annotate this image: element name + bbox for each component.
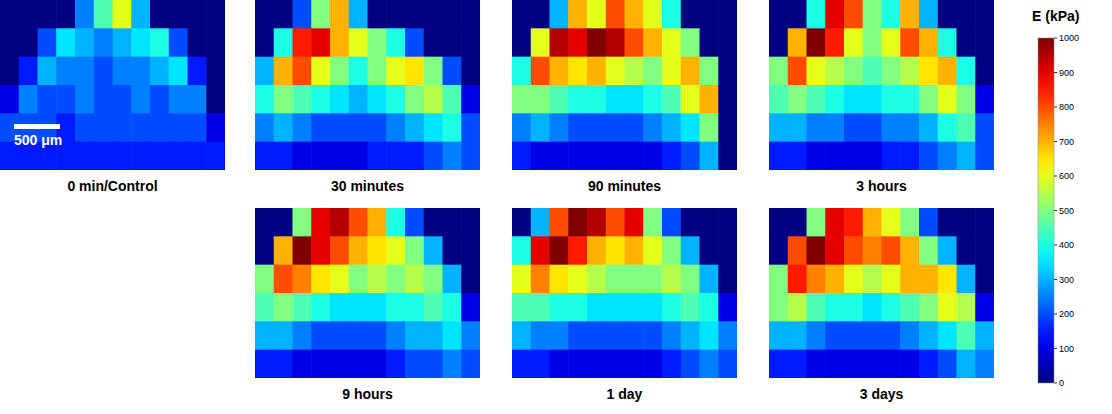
svg-text:900: 900: [1059, 68, 1074, 78]
html-text:9 hours: 9 hours: [342, 386, 393, 402]
svg-text:700: 700: [1059, 137, 1074, 147]
svg-text:400: 400: [1059, 240, 1074, 250]
html-text:1 day: 1 day: [606, 386, 643, 402]
svg-text:1000: 1000: [1059, 33, 1079, 43]
html-text:90 minutes: 90 minutes: [587, 178, 662, 194]
svg-text:600: 600: [1059, 171, 1074, 181]
html-text:500 μm: 500 μm: [14, 132, 63, 148]
svg-text:800: 800: [1059, 102, 1074, 112]
svg-text:300: 300: [1059, 275, 1074, 285]
html-text:E (kPa): E (kPa): [1032, 8, 1080, 24]
svg-text:500: 500: [1059, 206, 1074, 216]
svg-text:200: 200: [1059, 309, 1074, 319]
svg-text:100: 100: [1059, 344, 1074, 354]
svg-text:0: 0: [1059, 378, 1064, 388]
html-text:30 minutes: 30 minutes: [330, 178, 405, 194]
html-text:3 days: 3 days: [859, 386, 904, 402]
html-text:3 hours: 3 hours: [856, 178, 907, 194]
html-text:0 min/Control: 0 min/Control: [67, 178, 158, 194]
